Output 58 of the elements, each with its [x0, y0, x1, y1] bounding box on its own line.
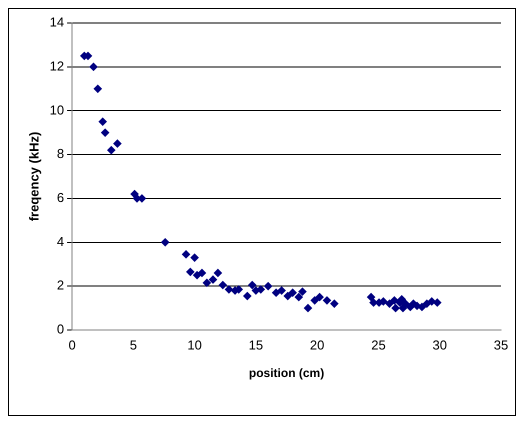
y-tick-label: 6	[56, 190, 64, 206]
y-tick-label: 14	[50, 14, 64, 30]
point	[401, 300, 410, 308]
point	[218, 280, 227, 290]
y-axis-title: freqency (kHz)	[26, 132, 42, 222]
point	[101, 128, 110, 137]
x-tick-label: 35	[494, 337, 508, 352]
x-tick-label: 15	[248, 337, 264, 352]
x-axis-title: position (cm)	[248, 366, 324, 380]
point	[190, 254, 199, 262]
point	[433, 298, 442, 307]
point	[316, 293, 324, 302]
point	[392, 304, 400, 312]
point	[98, 118, 107, 126]
point	[198, 268, 206, 278]
point	[208, 275, 218, 284]
point	[94, 84, 102, 93]
y-tick-label: 0	[56, 322, 64, 337]
point	[192, 271, 202, 280]
point	[272, 288, 280, 297]
point	[113, 140, 122, 148]
x-tick-label: 20	[310, 337, 324, 352]
point	[322, 296, 332, 304]
y-tick-label: 12	[50, 58, 64, 74]
point	[224, 285, 234, 294]
point	[248, 280, 256, 290]
x-tick-label: 25	[371, 337, 386, 352]
point	[418, 302, 426, 312]
point	[214, 268, 222, 278]
x-tick-label: 30	[432, 337, 447, 352]
point	[264, 282, 272, 290]
point	[385, 300, 394, 308]
point	[107, 146, 116, 154]
point	[243, 292, 252, 300]
point	[288, 288, 297, 297]
point	[294, 293, 303, 302]
y-tick-label: 8	[56, 146, 64, 162]
y-tick-label: 2	[56, 278, 64, 293]
point	[186, 268, 194, 276]
point	[202, 278, 211, 287]
point	[304, 304, 312, 312]
point	[330, 300, 338, 308]
point	[284, 292, 292, 300]
point	[89, 62, 98, 71]
x-tick-label: 0	[68, 337, 76, 352]
point	[390, 296, 398, 304]
point	[428, 297, 436, 306]
point	[298, 288, 307, 296]
y-tick-label: 10	[50, 102, 64, 118]
point	[310, 296, 319, 304]
point	[161, 238, 170, 246]
point	[256, 285, 265, 294]
point	[182, 250, 190, 258]
point	[366, 293, 376, 302]
y-tick-label: 4	[56, 234, 64, 249]
point	[278, 286, 286, 295]
x-tick-label: 5	[130, 337, 137, 352]
x-tick-label: 10	[187, 337, 202, 352]
